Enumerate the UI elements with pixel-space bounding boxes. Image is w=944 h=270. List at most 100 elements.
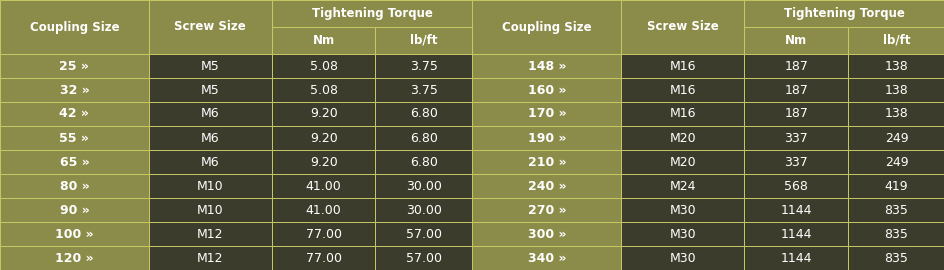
Text: 30.00: 30.00	[406, 180, 442, 193]
Text: 1144: 1144	[780, 228, 811, 241]
Bar	[621, 198, 744, 222]
Text: M30: M30	[669, 204, 696, 217]
Bar	[472, 174, 621, 198]
Bar	[744, 222, 847, 246]
Text: M5: M5	[201, 59, 220, 73]
Text: 100 »: 100 »	[55, 228, 93, 241]
Bar	[847, 222, 944, 246]
Text: 9.20: 9.20	[310, 107, 337, 120]
Text: 120 »: 120 »	[55, 251, 93, 265]
Bar	[744, 27, 847, 54]
Bar	[472, 102, 621, 126]
Text: 77.00: 77.00	[305, 228, 342, 241]
Bar	[272, 174, 375, 198]
Text: 337: 337	[784, 131, 807, 144]
Text: M12: M12	[197, 251, 224, 265]
Bar	[621, 78, 744, 102]
Bar	[149, 54, 272, 78]
Bar	[472, 150, 621, 174]
Bar	[375, 102, 472, 126]
Text: 138: 138	[884, 59, 907, 73]
Text: M5: M5	[201, 83, 220, 96]
Bar	[744, 246, 847, 270]
Bar	[0, 0, 149, 54]
Bar	[621, 126, 744, 150]
Bar	[0, 246, 149, 270]
Text: M16: M16	[669, 59, 696, 73]
Text: 337: 337	[784, 156, 807, 168]
Bar	[149, 126, 272, 150]
Text: 210 »: 210 »	[527, 156, 565, 168]
Bar	[744, 0, 944, 27]
Bar	[744, 126, 847, 150]
Text: 32 »: 32 »	[59, 83, 90, 96]
Text: Screw Size: Screw Size	[175, 21, 246, 33]
Text: 57.00: 57.00	[406, 251, 442, 265]
Text: M6: M6	[201, 131, 219, 144]
Bar	[375, 198, 472, 222]
Text: 148 »: 148 »	[527, 59, 565, 73]
Bar	[375, 150, 472, 174]
Text: Tightening Torque: Tightening Torque	[312, 7, 432, 20]
Bar	[472, 54, 621, 78]
Bar	[375, 126, 472, 150]
Text: 6.80: 6.80	[410, 156, 437, 168]
Bar	[272, 198, 375, 222]
Bar	[847, 102, 944, 126]
Text: M16: M16	[669, 107, 696, 120]
Text: 30.00: 30.00	[406, 204, 442, 217]
Bar	[0, 150, 149, 174]
Text: 270 »: 270 »	[527, 204, 565, 217]
Bar	[272, 102, 375, 126]
Text: 25 »: 25 »	[59, 59, 90, 73]
Bar	[621, 102, 744, 126]
Bar	[621, 54, 744, 78]
Bar	[847, 150, 944, 174]
Bar	[847, 78, 944, 102]
Text: 1144: 1144	[780, 204, 811, 217]
Bar	[847, 174, 944, 198]
Bar	[375, 54, 472, 78]
Bar	[375, 174, 472, 198]
Text: 3.75: 3.75	[410, 83, 437, 96]
Bar	[272, 126, 375, 150]
Text: M12: M12	[197, 228, 224, 241]
Bar	[744, 102, 847, 126]
Bar	[744, 174, 847, 198]
Bar	[744, 54, 847, 78]
Bar	[272, 54, 375, 78]
Text: 6.80: 6.80	[410, 131, 437, 144]
Bar	[0, 198, 149, 222]
Bar	[149, 0, 272, 54]
Bar	[272, 0, 472, 27]
Bar	[744, 198, 847, 222]
Bar	[621, 0, 744, 54]
Text: 6.80: 6.80	[410, 107, 437, 120]
Text: 77.00: 77.00	[305, 251, 342, 265]
Bar	[375, 222, 472, 246]
Bar	[272, 222, 375, 246]
Bar	[149, 102, 272, 126]
Text: Coupling Size: Coupling Size	[501, 21, 591, 33]
Text: 57.00: 57.00	[406, 228, 442, 241]
Text: M24: M24	[669, 180, 696, 193]
Bar	[149, 246, 272, 270]
Text: M10: M10	[197, 180, 224, 193]
Text: 65 »: 65 »	[59, 156, 90, 168]
Text: 340 »: 340 »	[527, 251, 565, 265]
Text: lb/ft: lb/ft	[882, 34, 909, 47]
Text: Nm: Nm	[784, 34, 806, 47]
Bar	[621, 222, 744, 246]
Text: Tightening Torque: Tightening Torque	[784, 7, 904, 20]
Text: 90 »: 90 »	[59, 204, 90, 217]
Bar	[472, 78, 621, 102]
Text: 9.20: 9.20	[310, 156, 337, 168]
Text: 249: 249	[884, 131, 907, 144]
Text: M30: M30	[669, 251, 696, 265]
Text: 187: 187	[784, 59, 807, 73]
Bar	[847, 54, 944, 78]
Text: Coupling Size: Coupling Size	[29, 21, 119, 33]
Text: 41.00: 41.00	[306, 180, 341, 193]
Text: 835: 835	[884, 204, 907, 217]
Bar	[0, 54, 149, 78]
